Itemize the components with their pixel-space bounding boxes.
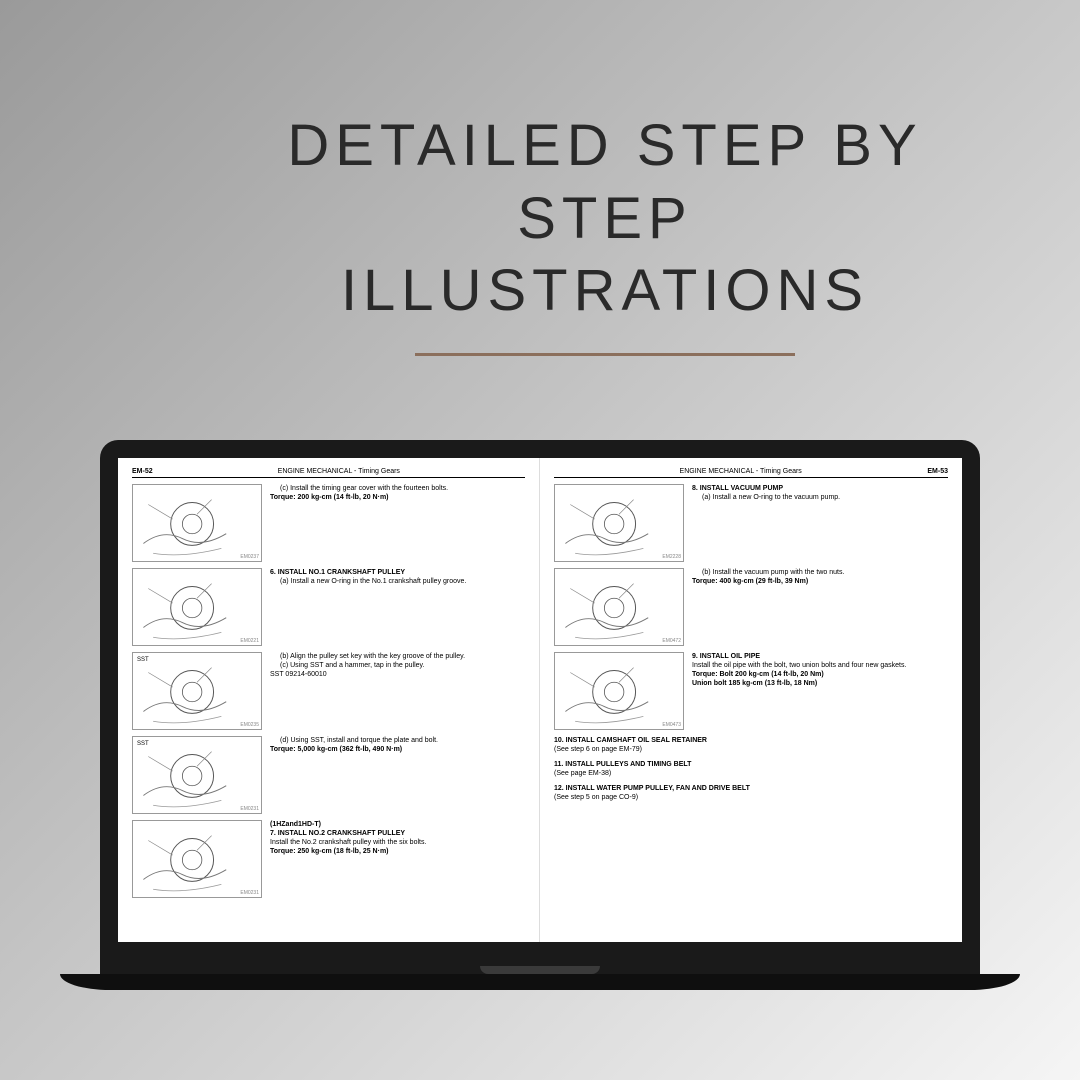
- step-illustration: SST: [132, 736, 262, 814]
- headline-block: DETAILED STEP BY STEP ILLUSTRATIONS: [190, 110, 1020, 356]
- step-text: 9. INSTALL OIL PIPEInstall the oil pipe …: [692, 652, 948, 730]
- step-illustration: [554, 484, 684, 562]
- step-illustration: [132, 484, 262, 562]
- step-text: (b) Align the pulley set key with the ke…: [270, 652, 525, 730]
- filler-step: 11. INSTALL PULLEYS AND TIMING BELT(See …: [554, 760, 948, 778]
- right-page-steps: 8. INSTALL VACUUM PUMP(a) Install a new …: [554, 484, 948, 730]
- filler-step: 10. INSTALL CAMSHAFT OIL SEAL RETAINER(S…: [554, 736, 948, 754]
- right-page-num: EM-53: [927, 468, 948, 475]
- step-row: 9. INSTALL OIL PIPEInstall the oil pipe …: [554, 652, 948, 730]
- step-illustration: [132, 568, 262, 646]
- headline-text: DETAILED STEP BY STEP ILLUSTRATIONS: [190, 110, 1020, 328]
- right-page-title: ENGINE MECHANICAL - Timing Gears: [680, 468, 802, 475]
- manual-right-page: ENGINE MECHANICAL - Timing Gears EM-53 8…: [540, 458, 962, 942]
- right-page-header: ENGINE MECHANICAL - Timing Gears EM-53: [554, 468, 948, 478]
- step-row: SST (d) Using SST, install and torque the…: [132, 736, 525, 814]
- right-page-filler: 10. INSTALL CAMSHAFT OIL SEAL RETAINER(S…: [554, 736, 948, 803]
- laptop-notch: [480, 966, 600, 974]
- step-row: (b) Install the vacuum pump with the two…: [554, 568, 948, 646]
- step-illustration: [554, 652, 684, 730]
- laptop-hinge: [100, 960, 980, 974]
- step-row: (c) Install the timing gear cover with t…: [132, 484, 525, 562]
- step-row: SST (b) Align the pulley set key with the…: [132, 652, 525, 730]
- laptop-mockup: EM-52 ENGINE MECHANICAL - Timing Gears (…: [100, 440, 980, 990]
- step-row: 8. INSTALL VACUUM PUMP(a) Install a new …: [554, 484, 948, 562]
- step-illustration: [554, 568, 684, 646]
- step-illustration: [132, 820, 262, 898]
- sst-label: SST: [137, 657, 149, 663]
- step-row: 6. INSTALL NO.1 CRANKSHAFT PULLEY(a) Ins…: [132, 568, 525, 646]
- step-row: (1HZand1HD-T)7. INSTALL NO.2 CRANKSHAFT …: [132, 820, 525, 898]
- step-illustration: SST: [132, 652, 262, 730]
- headline-underline: [415, 353, 795, 356]
- step-text: (1HZand1HD-T)7. INSTALL NO.2 CRANKSHAFT …: [270, 820, 525, 898]
- step-text: 8. INSTALL VACUUM PUMP(a) Install a new …: [692, 484, 948, 562]
- laptop-bezel: EM-52 ENGINE MECHANICAL - Timing Gears (…: [100, 440, 980, 960]
- manual-left-page: EM-52 ENGINE MECHANICAL - Timing Gears (…: [118, 458, 540, 942]
- headline-line1: DETAILED STEP BY STEP: [287, 113, 922, 251]
- headline-line2: ILLUSTRATIONS: [341, 258, 869, 323]
- step-text: 6. INSTALL NO.1 CRANKSHAFT PULLEY(a) Ins…: [270, 568, 525, 646]
- left-page-title: ENGINE MECHANICAL - Timing Gears: [278, 468, 400, 475]
- left-page-header: EM-52 ENGINE MECHANICAL - Timing Gears: [132, 468, 525, 478]
- laptop-base: [60, 974, 1020, 990]
- step-text: (b) Install the vacuum pump with the two…: [692, 568, 948, 646]
- laptop-screen: EM-52 ENGINE MECHANICAL - Timing Gears (…: [118, 458, 962, 942]
- sst-label: SST: [137, 741, 149, 747]
- left-page-num: EM-52: [132, 468, 153, 475]
- step-text: (d) Using SST, install and torque the pl…: [270, 736, 525, 814]
- filler-step: 12. INSTALL WATER PUMP PULLEY, FAN AND D…: [554, 784, 948, 802]
- left-page-steps: (c) Install the timing gear cover with t…: [132, 484, 525, 898]
- step-text: (c) Install the timing gear cover with t…: [270, 484, 525, 562]
